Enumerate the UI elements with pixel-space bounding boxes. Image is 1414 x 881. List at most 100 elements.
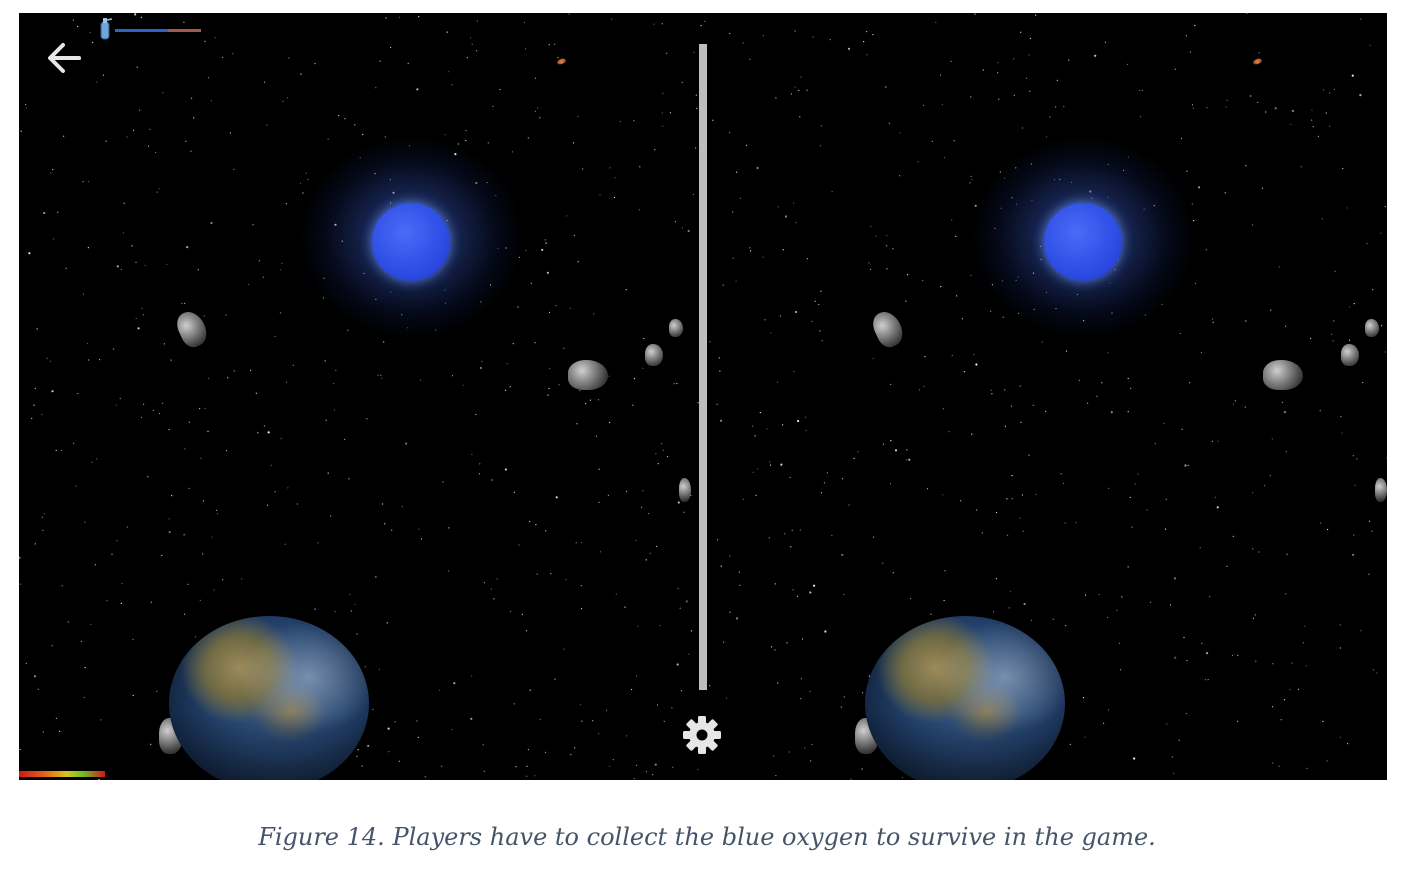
star	[1118, 642, 1121, 644]
game-screen[interactable]	[19, 13, 1387, 780]
star	[401, 506, 403, 508]
star	[1082, 697, 1085, 699]
star	[997, 72, 999, 74]
star	[809, 591, 812, 594]
star	[1020, 421, 1022, 423]
star	[720, 419, 723, 422]
star	[1041, 341, 1043, 343]
star	[241, 578, 243, 580]
star	[1300, 166, 1302, 168]
star	[1290, 123, 1292, 125]
star	[908, 458, 911, 461]
star	[183, 534, 185, 536]
star	[106, 600, 108, 602]
star	[1250, 95, 1252, 97]
star	[159, 412, 161, 415]
star	[51, 645, 53, 647]
star	[50, 172, 52, 174]
star	[150, 743, 152, 746]
star	[619, 120, 621, 122]
star	[784, 533, 786, 535]
star	[749, 247, 751, 249]
star	[729, 32, 731, 35]
star	[88, 359, 90, 361]
star	[991, 393, 993, 395]
star	[793, 202, 795, 204]
star	[1226, 565, 1228, 568]
star	[1011, 475, 1013, 477]
star	[1004, 425, 1006, 427]
figure-caption: Figure 14. Players have to collect the b…	[258, 823, 1156, 851]
star	[28, 252, 31, 255]
star	[970, 96, 972, 98]
star	[1110, 411, 1113, 414]
star	[810, 760, 812, 762]
star	[777, 682, 779, 684]
star	[536, 107, 539, 109]
star	[479, 463, 481, 465]
star	[333, 383, 335, 385]
star	[183, 21, 185, 23]
star	[636, 675, 638, 677]
star	[285, 381, 288, 383]
star	[1199, 547, 1201, 549]
star	[55, 449, 57, 452]
star	[769, 461, 771, 463]
star	[794, 86, 796, 88]
star	[609, 167, 611, 169]
star	[1334, 270, 1336, 272]
star	[970, 175, 972, 177]
oxygen-tank-icon	[100, 18, 113, 40]
star	[546, 271, 550, 274]
star	[317, 542, 319, 544]
star	[216, 509, 218, 511]
star	[356, 755, 358, 757]
star	[439, 689, 441, 691]
star	[870, 225, 872, 227]
star	[257, 432, 259, 434]
star	[385, 17, 387, 19]
star	[335, 369, 337, 371]
oxygen-orb[interactable]	[372, 203, 450, 281]
star	[73, 442, 75, 444]
star	[1270, 309, 1272, 311]
star	[296, 503, 298, 505]
star	[252, 224, 254, 226]
star	[287, 97, 289, 99]
star	[1348, 339, 1351, 341]
back-button[interactable]	[43, 37, 85, 79]
star	[361, 765, 363, 767]
star	[1211, 318, 1213, 320]
star	[229, 132, 231, 134]
star	[344, 438, 346, 440]
star	[1078, 379, 1080, 381]
star	[541, 248, 544, 251]
star	[1104, 41, 1107, 43]
star	[820, 290, 822, 292]
star	[899, 132, 901, 134]
star	[1046, 136, 1048, 138]
star	[1049, 116, 1051, 118]
star	[818, 303, 820, 306]
star	[643, 337, 645, 340]
oxygen-orb[interactable]	[1044, 203, 1122, 281]
star	[1376, 672, 1378, 674]
asteroid	[1263, 360, 1303, 390]
star	[143, 403, 145, 405]
star	[490, 588, 493, 590]
star	[84, 521, 86, 523]
star	[96, 81, 98, 83]
star	[1108, 487, 1110, 489]
star	[170, 359, 172, 361]
star	[1181, 428, 1183, 430]
settings-button[interactable]	[680, 713, 724, 757]
star	[669, 112, 672, 114]
star	[806, 258, 808, 260]
star	[534, 77, 537, 79]
star	[390, 46, 392, 49]
star	[525, 249, 527, 252]
star	[725, 697, 728, 699]
star	[723, 641, 725, 643]
star	[383, 341, 385, 343]
star	[141, 307, 143, 309]
